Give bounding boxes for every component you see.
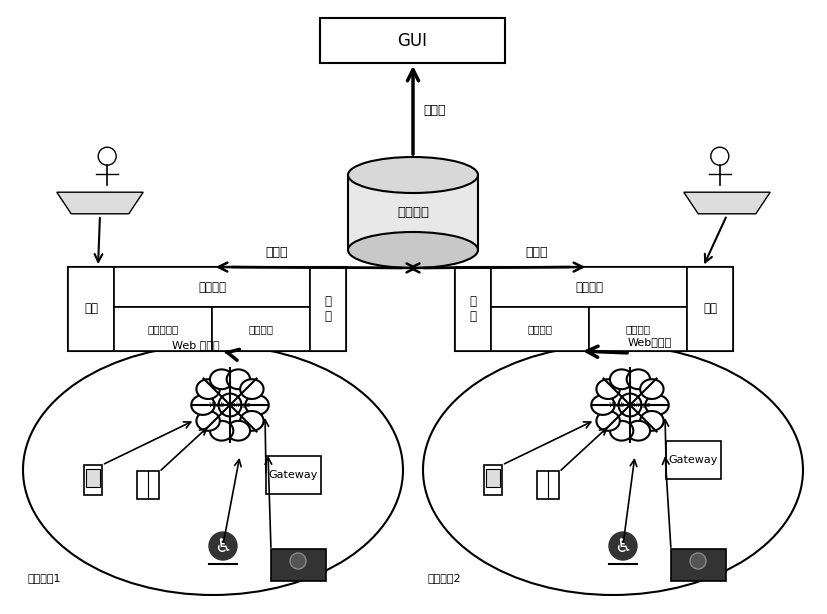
Bar [265,456,321,494]
Bar [455,267,491,351]
Ellipse shape [240,411,264,431]
Ellipse shape [210,421,233,441]
Text: 应用场景1: 应用场景1 [28,573,61,583]
Text: 数据存储: 数据存储 [248,324,274,334]
Bar [270,549,326,581]
Ellipse shape [197,379,220,399]
Ellipse shape [240,379,264,399]
Ellipse shape [640,379,663,399]
Ellipse shape [210,370,233,389]
Bar [455,267,733,351]
Ellipse shape [627,370,650,389]
Text: Gateway: Gateway [668,455,718,465]
Ellipse shape [227,370,250,389]
Text: 数据存处理: 数据存处理 [147,324,179,334]
Circle shape [209,532,237,560]
Ellipse shape [610,370,633,389]
Bar [491,267,687,308]
Ellipse shape [591,395,614,415]
Circle shape [710,147,729,165]
Bar [68,267,346,351]
Polygon shape [684,192,770,214]
Ellipse shape [348,157,478,193]
Circle shape [218,394,241,416]
Bar [114,267,310,308]
Text: 应用场景2: 应用场景2 [428,573,461,583]
Ellipse shape [197,411,220,431]
Circle shape [609,532,637,560]
Text: Web 数据流: Web 数据流 [172,340,220,350]
Ellipse shape [423,345,803,595]
Bar [68,267,114,351]
Text: Gateway: Gateway [268,470,318,480]
Bar [537,471,559,499]
Bar [114,308,212,351]
Text: GUI: GUI [398,31,428,50]
Circle shape [690,553,706,569]
Text: 网
关: 网 关 [470,295,476,323]
Text: 事件流: 事件流 [525,246,547,260]
Bar [589,308,687,351]
Bar [212,308,310,351]
Text: ♿: ♿ [214,537,232,556]
Ellipse shape [23,345,403,595]
Polygon shape [57,192,143,214]
Text: 决策中心: 决策中心 [397,206,429,219]
Bar [86,469,100,487]
Text: 数据处理: 数据处理 [528,324,552,334]
Text: 管理: 管理 [84,303,98,316]
Text: 网
关: 网 关 [324,295,332,323]
Text: Web数据流: Web数据流 [628,337,672,347]
Bar [486,469,500,487]
Ellipse shape [645,395,669,415]
Text: 信息流: 信息流 [423,104,446,117]
Bar [137,471,159,499]
Ellipse shape [596,379,619,399]
Bar [84,465,102,495]
Bar [320,18,505,63]
Text: ♿: ♿ [614,537,632,556]
Text: 规则引擎: 规则引擎 [575,281,603,293]
Bar [687,267,733,351]
Ellipse shape [246,395,269,415]
Text: 管理: 管理 [703,303,717,316]
Bar [310,267,346,351]
Text: 规则引擎: 规则引擎 [198,281,226,293]
Bar [491,308,589,351]
Ellipse shape [627,421,650,441]
Circle shape [619,394,642,416]
Bar [671,549,725,581]
Ellipse shape [191,395,215,415]
Bar [484,465,502,495]
Ellipse shape [596,411,619,431]
Text: 事件流: 事件流 [265,246,288,260]
Ellipse shape [227,421,250,441]
Bar [348,175,478,250]
Circle shape [98,147,117,165]
Text: Web Things: Web Things [209,402,251,408]
Text: 数据存储: 数据存储 [625,324,651,334]
Ellipse shape [348,232,478,268]
Text: Web Things: Web Things [609,402,651,408]
Ellipse shape [640,411,663,431]
Ellipse shape [610,421,633,441]
Bar [666,441,720,479]
Circle shape [290,553,306,569]
